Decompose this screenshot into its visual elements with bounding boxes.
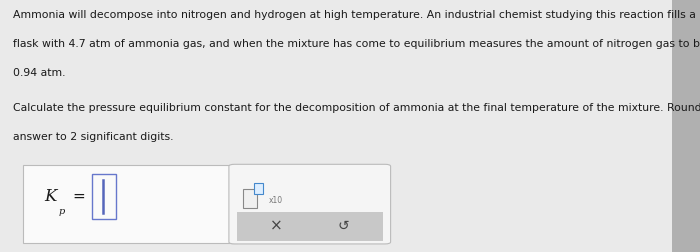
Text: p: p	[59, 207, 65, 216]
FancyBboxPatch shape	[23, 165, 237, 243]
Bar	[243, 189, 257, 208]
Text: ×: ×	[270, 219, 283, 234]
Text: x10: x10	[269, 196, 283, 205]
Bar	[672, 0, 700, 252]
FancyBboxPatch shape	[92, 174, 116, 219]
Text: K: K	[44, 188, 57, 205]
Text: Calculate the pressure equilibrium constant for the decomposition of ammonia at : Calculate the pressure equilibrium const…	[13, 103, 700, 113]
FancyBboxPatch shape	[229, 164, 391, 244]
Text: =: =	[72, 189, 85, 204]
Bar	[254, 183, 262, 194]
Text: Ammonia will decompose into nitrogen and hydrogen at high temperature. An indust: Ammonia will decompose into nitrogen and…	[13, 10, 700, 20]
Text: flask with 4.7 atm of ammonia gas, and when the mixture has come to equilibrium : flask with 4.7 atm of ammonia gas, and w…	[13, 39, 700, 49]
Text: 0.94 atm.: 0.94 atm.	[13, 68, 65, 78]
Bar	[237, 212, 383, 241]
Text: ↺: ↺	[337, 219, 349, 233]
Text: answer to 2 significant digits.: answer to 2 significant digits.	[13, 132, 173, 142]
